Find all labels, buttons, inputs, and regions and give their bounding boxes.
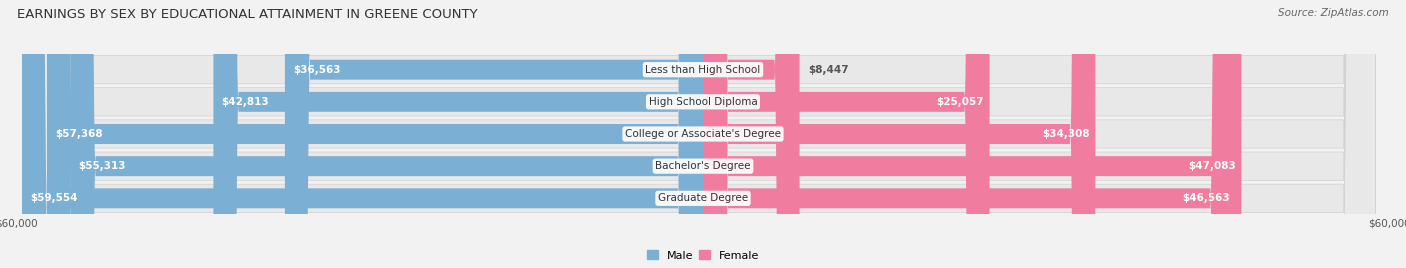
FancyBboxPatch shape <box>703 0 990 268</box>
Text: $42,813: $42,813 <box>222 97 270 107</box>
FancyBboxPatch shape <box>703 0 1236 268</box>
Text: Source: ZipAtlas.com: Source: ZipAtlas.com <box>1278 8 1389 18</box>
Text: $8,447: $8,447 <box>808 65 848 75</box>
FancyBboxPatch shape <box>31 0 1375 268</box>
FancyBboxPatch shape <box>285 0 703 268</box>
Text: $57,368: $57,368 <box>55 129 103 139</box>
FancyBboxPatch shape <box>46 0 703 268</box>
Text: $46,563: $46,563 <box>1182 193 1230 203</box>
FancyBboxPatch shape <box>31 0 1375 268</box>
FancyBboxPatch shape <box>31 0 1375 268</box>
FancyBboxPatch shape <box>22 0 703 268</box>
Text: $36,563: $36,563 <box>292 65 340 75</box>
Text: $25,057: $25,057 <box>936 97 984 107</box>
Text: Graduate Degree: Graduate Degree <box>658 193 748 203</box>
FancyBboxPatch shape <box>703 0 1095 268</box>
Legend: Male, Female: Male, Female <box>643 246 763 265</box>
FancyBboxPatch shape <box>70 0 703 268</box>
Text: $59,554: $59,554 <box>30 193 77 203</box>
FancyBboxPatch shape <box>31 0 1375 268</box>
Text: $47,083: $47,083 <box>1188 161 1236 171</box>
FancyBboxPatch shape <box>214 0 703 268</box>
FancyBboxPatch shape <box>31 0 1375 268</box>
Text: Bachelor's Degree: Bachelor's Degree <box>655 161 751 171</box>
Text: $34,308: $34,308 <box>1042 129 1090 139</box>
FancyBboxPatch shape <box>703 0 800 268</box>
FancyBboxPatch shape <box>703 0 1241 268</box>
Text: High School Diploma: High School Diploma <box>648 97 758 107</box>
Text: Less than High School: Less than High School <box>645 65 761 75</box>
Text: EARNINGS BY SEX BY EDUCATIONAL ATTAINMENT IN GREENE COUNTY: EARNINGS BY SEX BY EDUCATIONAL ATTAINMEN… <box>17 8 478 21</box>
Text: $55,313: $55,313 <box>79 161 127 171</box>
Text: College or Associate's Degree: College or Associate's Degree <box>626 129 780 139</box>
